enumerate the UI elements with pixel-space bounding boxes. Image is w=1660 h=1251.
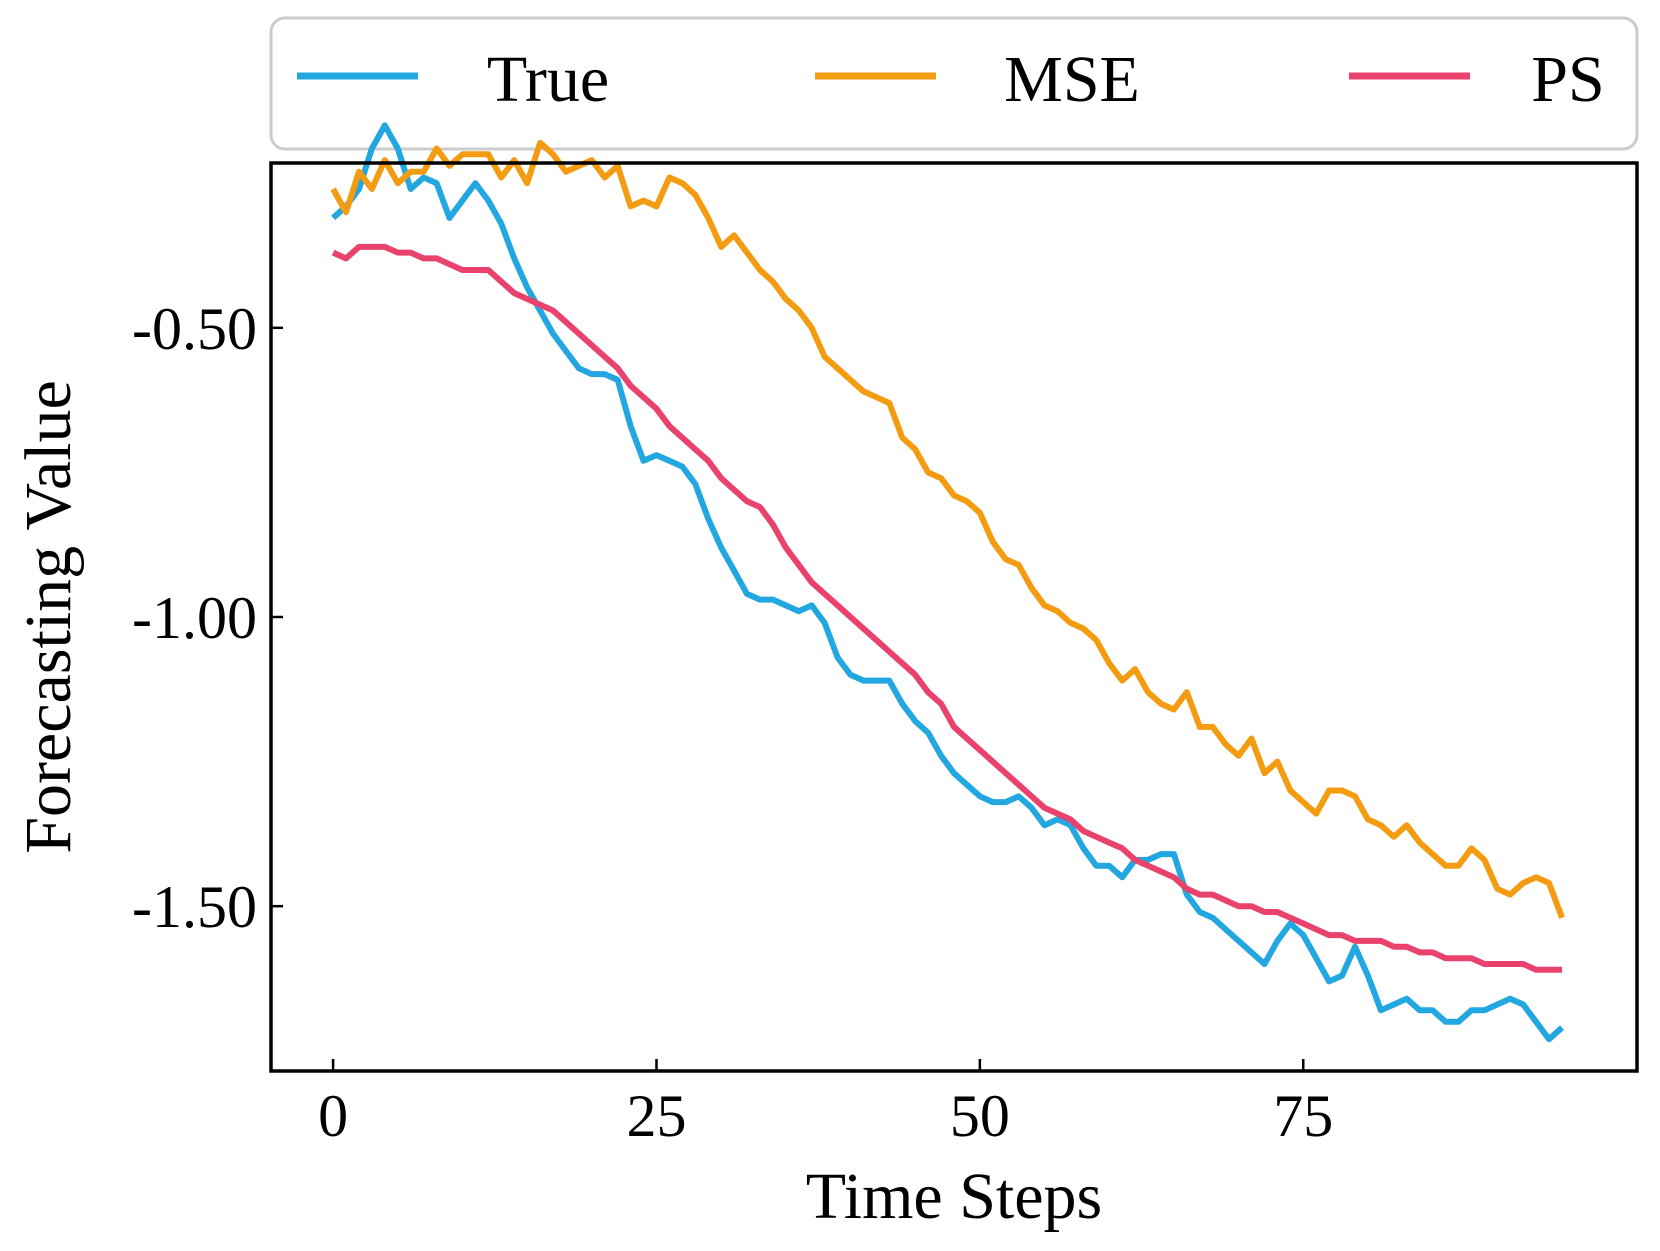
x-axis-title: Time Steps: [806, 1160, 1102, 1233]
y-tick-label: -1.00: [132, 585, 257, 651]
legend-label-true: True: [487, 43, 609, 116]
x-tick-label: 25: [626, 1083, 686, 1149]
x-tick-label: 75: [1273, 1083, 1333, 1149]
legend-label-mse: MSE: [1004, 43, 1140, 116]
series-layer: [330, 122, 1565, 1043]
x-axis: 0 25 50 75: [318, 1059, 1333, 1149]
legend-label-ps: PS: [1531, 43, 1604, 116]
series-line-mse: [330, 139, 1565, 919]
y-tick-label: -0.50: [132, 296, 257, 362]
x-tick-label: 0: [318, 1083, 348, 1149]
y-tick-label: -1.50: [132, 874, 257, 940]
x-tick-label: 50: [950, 1083, 1010, 1149]
series-line-ps: [331, 243, 1562, 973]
y-axis: -0.50 -1.00 -1.50: [132, 296, 283, 940]
y-axis-title: Forecasting Value: [12, 380, 85, 854]
legend-frame: [269, 16, 1639, 151]
legend: True MSE PS: [269, 16, 1639, 151]
series-line-true: [331, 122, 1564, 1043]
plot-frame: [269, 161, 1639, 1073]
